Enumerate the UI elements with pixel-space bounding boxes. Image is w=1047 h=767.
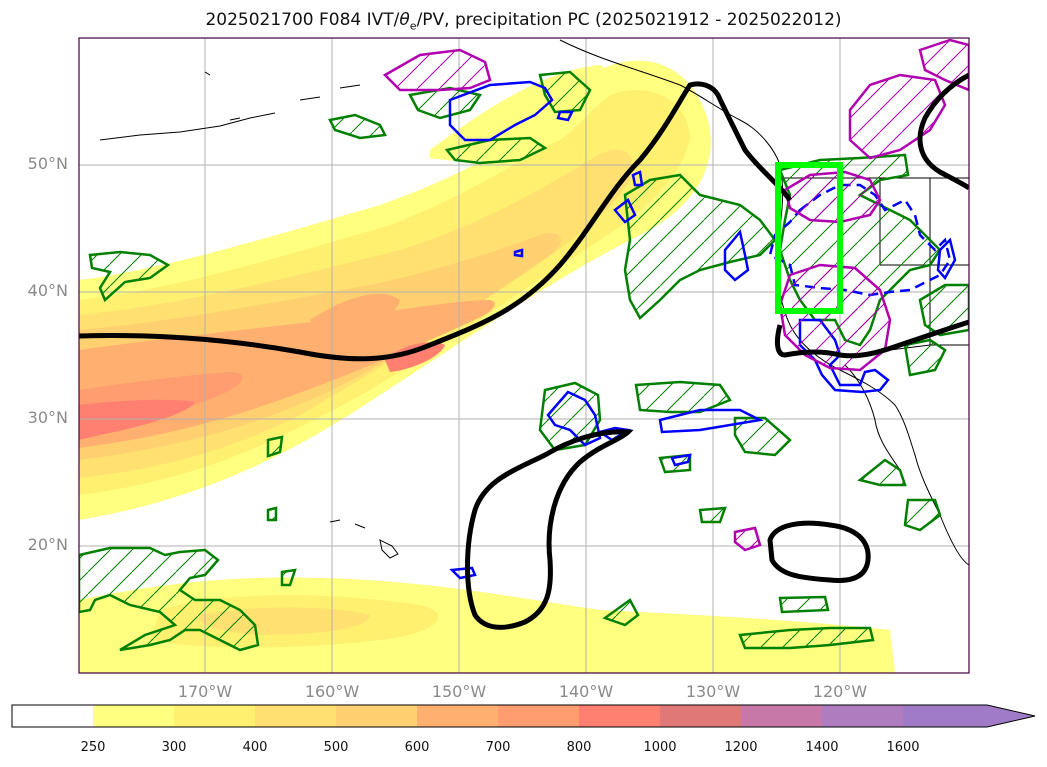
ivt-band-800-b [385, 342, 445, 372]
colorbar-swatch-5 [417, 705, 498, 727]
black-contour-east-1 [917, 72, 969, 191]
colorbar-swatch-6 [498, 705, 579, 727]
green-contour [634, 380, 732, 414]
green-contour [903, 338, 947, 377]
colorbar-swatch-4 [336, 705, 417, 727]
title-prefix: 2025021700 F084 IVT/ [205, 10, 400, 30]
colorbar-label-1200: 1200 [724, 740, 758, 755]
blue-contour [670, 453, 692, 467]
colorbar-swatch-10 [822, 705, 903, 727]
colorbar-swatch-0 [12, 705, 93, 727]
green-contour [918, 283, 969, 337]
lon-label-150w: 150°W [431, 682, 487, 701]
green-contour [88, 250, 171, 303]
magenta-contour [783, 170, 882, 224]
map-title: 2025021700 F084 IVT/θe/PV, precipitation… [0, 10, 1047, 32]
lat-label-30n: 30°N [27, 408, 68, 427]
blue-contour [556, 110, 575, 122]
lon-label-140w: 140°W [558, 682, 614, 701]
region-box [775, 162, 843, 314]
colorbar-label-1400: 1400 [805, 740, 839, 755]
blue-contour [658, 408, 764, 434]
green-contour [698, 506, 727, 524]
alaska-islands [99, 71, 361, 141]
colorbar-swatch-1 [93, 705, 174, 727]
colorbar-label-400: 400 [242, 740, 268, 755]
green-contour [602, 598, 640, 627]
colorbar-label-500: 500 [323, 740, 349, 755]
lon-label-120w: 120°W [812, 682, 868, 701]
green-contour [280, 568, 297, 587]
green-contour [903, 498, 942, 532]
lat-label-20n: 20°N [27, 535, 68, 554]
magenta-contour [848, 73, 947, 160]
green-contour [733, 416, 792, 457]
green-contour [79, 546, 260, 652]
lon-label-160w: 160°W [304, 682, 360, 701]
colorbar-swatch-11 [903, 705, 987, 727]
black-contour-east-2 [774, 319, 969, 359]
magenta-contour [918, 38, 969, 92]
green-contour [538, 70, 592, 114]
green-contour [623, 173, 777, 320]
colorbar-label-300: 300 [161, 740, 187, 755]
blue-contour [513, 248, 524, 258]
blue-contour [546, 390, 602, 447]
magenta-contour [778, 263, 892, 372]
green-contour [778, 595, 830, 614]
colorbar-label-250: 250 [80, 740, 106, 755]
lon-label-170w: 170°W [177, 682, 233, 701]
colorbar-swatch-3 [255, 705, 336, 727]
title-theta: θ [399, 10, 410, 30]
hawaii [329, 519, 399, 559]
title-theta-sub: e [409, 19, 417, 33]
green-contour [266, 506, 278, 522]
colorbar-label-1000: 1000 [643, 740, 677, 755]
precip-contours-green [79, 70, 969, 652]
colorbar-label-1600: 1600 [886, 740, 920, 755]
black-contour-loop [465, 429, 634, 630]
colorbar-swatch-8 [660, 705, 741, 727]
colorbar [11, 704, 1036, 728]
pv-contours-magenta [382, 38, 969, 552]
black-contours [79, 72, 969, 630]
plot-frame [78, 37, 970, 674]
green-contour [266, 435, 284, 458]
colorbar-label-600: 600 [404, 740, 430, 755]
blue-contour [448, 80, 554, 142]
title-suffix: /PV, precipitation PC (2025021912 - 2025… [416, 10, 842, 30]
black-contour-main [79, 81, 792, 362]
magenta-contour [382, 48, 492, 92]
blue-contour [723, 229, 750, 282]
lon-label-130w: 130°W [685, 682, 741, 701]
colorbar-swatch-2 [174, 705, 255, 727]
colorbar-swatch-9 [741, 705, 822, 727]
colorbar-label-800: 800 [566, 740, 592, 755]
magenta-contour [733, 526, 762, 552]
lat-label-50n: 50°N [27, 154, 68, 173]
blue-contour [613, 198, 637, 224]
green-contour [857, 458, 907, 487]
colorbar-swatch-7 [579, 705, 660, 727]
colorbar-extend-arrow [987, 705, 1035, 727]
colorbar-label-700: 700 [485, 740, 511, 755]
green-contour [738, 626, 875, 650]
ivt-band-800-a [79, 399, 195, 440]
blue-contour-small [936, 237, 957, 281]
colorbar-outline [11, 704, 1036, 728]
baja-california [844, 364, 901, 471]
green-contour [328, 113, 387, 140]
green-contour [444, 136, 548, 165]
blue-contour [631, 170, 644, 187]
black-contour-small-loop [767, 520, 871, 583]
lat-label-40n: 40°N [27, 281, 68, 300]
